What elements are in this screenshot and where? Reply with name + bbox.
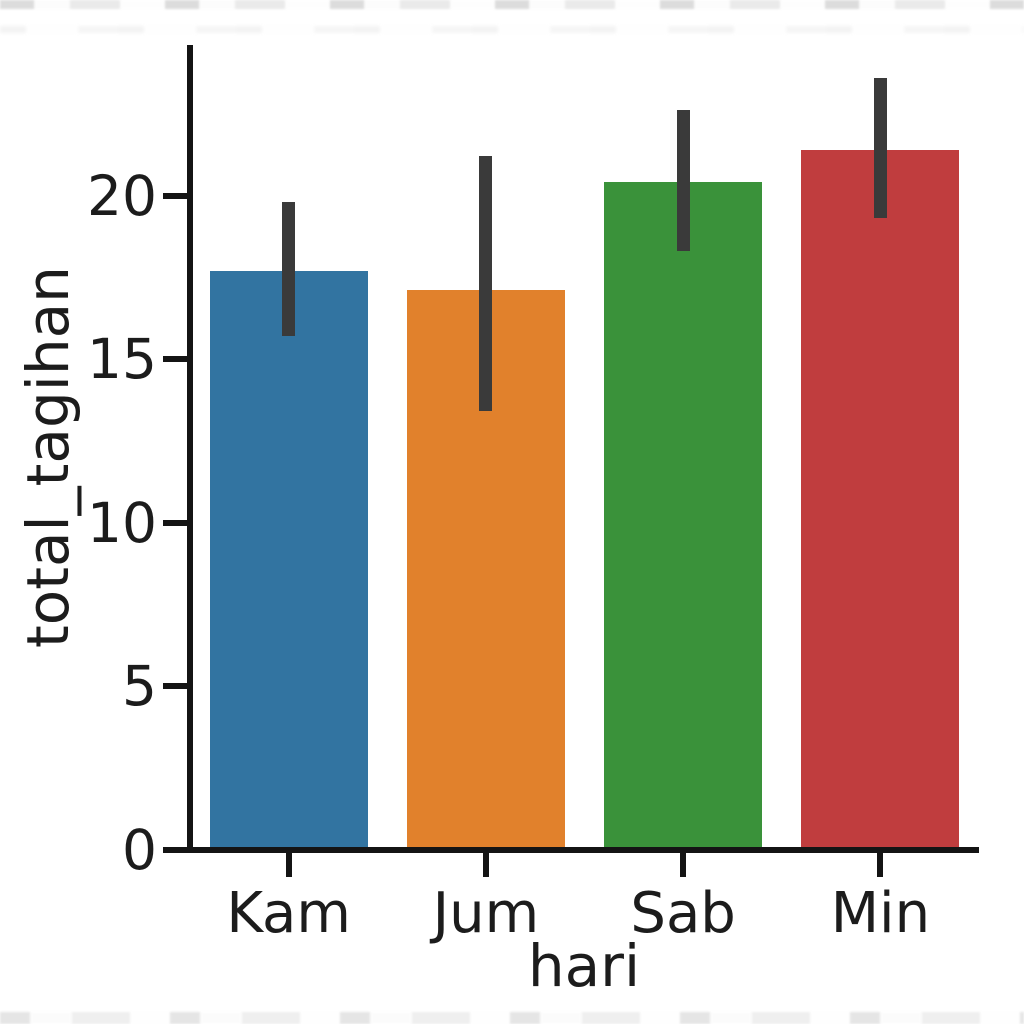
bar-min bbox=[801, 149, 960, 850]
x-tick-kam bbox=[285, 850, 292, 877]
y-axis-label: total_tagihan bbox=[14, 266, 82, 648]
y-tick-label-15: 15 bbox=[87, 327, 157, 392]
y-tick-10 bbox=[163, 519, 190, 526]
y-tick-15 bbox=[163, 356, 190, 363]
x-tick-sab bbox=[680, 850, 687, 877]
x-axis-line bbox=[187, 847, 979, 853]
error-bar-min bbox=[873, 77, 887, 219]
y-tick-label-5: 5 bbox=[122, 654, 157, 719]
error-bar-sab bbox=[676, 110, 690, 252]
x-tick-label-sab: Sab bbox=[630, 881, 736, 946]
x-tick-label-min: Min bbox=[830, 881, 931, 946]
bottom-edge-artifact bbox=[0, 1012, 1024, 1024]
y-axis-line bbox=[187, 45, 193, 853]
y-tick-label-10: 10 bbox=[87, 490, 157, 555]
x-tick-jum bbox=[482, 850, 489, 877]
x-tick-min bbox=[877, 850, 884, 877]
bar-sab bbox=[604, 182, 763, 850]
top-edge-artifact bbox=[0, 0, 1024, 9]
y-tick-label-20: 20 bbox=[87, 163, 157, 228]
error-bar-kam bbox=[282, 202, 296, 337]
y-tick-label-0: 0 bbox=[122, 818, 157, 882]
x-tick-label-jum: Jum bbox=[432, 881, 540, 946]
error-bar-jum bbox=[479, 156, 493, 412]
x-axis-label: hari bbox=[527, 932, 641, 1000]
y-tick-5 bbox=[163, 683, 190, 690]
bar-kam bbox=[209, 270, 368, 850]
y-tick-20 bbox=[163, 192, 190, 199]
x-tick-label-kam: Kam bbox=[226, 881, 351, 946]
y-tick-0 bbox=[163, 847, 190, 853]
top-edge-artifact-2 bbox=[0, 26, 1024, 33]
